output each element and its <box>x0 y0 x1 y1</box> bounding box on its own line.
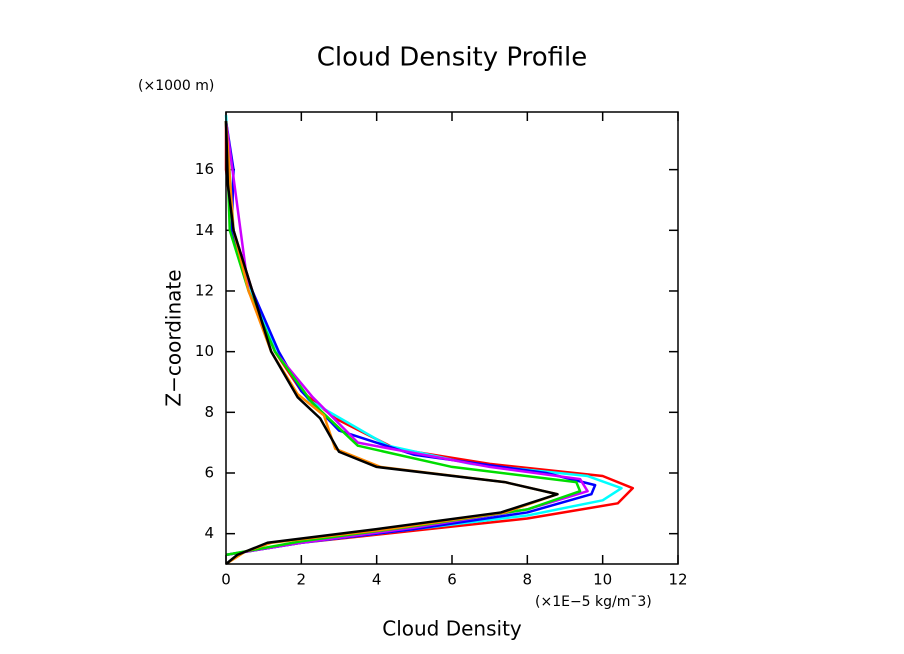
y-tick-label: 6 <box>204 463 214 481</box>
x-tick-label: 10 <box>593 571 612 589</box>
x-unit: (×1E−5 kg/m¯3) <box>535 594 652 610</box>
y-tick-label: 10 <box>195 342 214 360</box>
chart-title: Cloud Density Profile <box>317 43 588 73</box>
x-axis-label: Cloud Density <box>382 617 522 641</box>
x-tick-label: 12 <box>668 571 687 589</box>
x-tick-label: 0 <box>221 571 231 589</box>
x-tick-label: 4 <box>372 571 382 589</box>
y-unit: (×1000 m) <box>138 78 214 94</box>
x-tick-label: 2 <box>297 571 307 589</box>
y-tick-label: 4 <box>204 524 214 542</box>
x-tick-label: 6 <box>447 571 457 589</box>
x-tick-label: 8 <box>523 571 533 589</box>
plot-frame <box>225 111 679 565</box>
y-axis-label: Z−coordinate <box>162 269 186 406</box>
y-tick-label: 14 <box>195 221 214 239</box>
y-tick-label: 8 <box>204 403 214 421</box>
data-line <box>224 121 559 565</box>
y-tick-label: 16 <box>195 160 214 178</box>
y-tick-label: 12 <box>195 281 214 299</box>
